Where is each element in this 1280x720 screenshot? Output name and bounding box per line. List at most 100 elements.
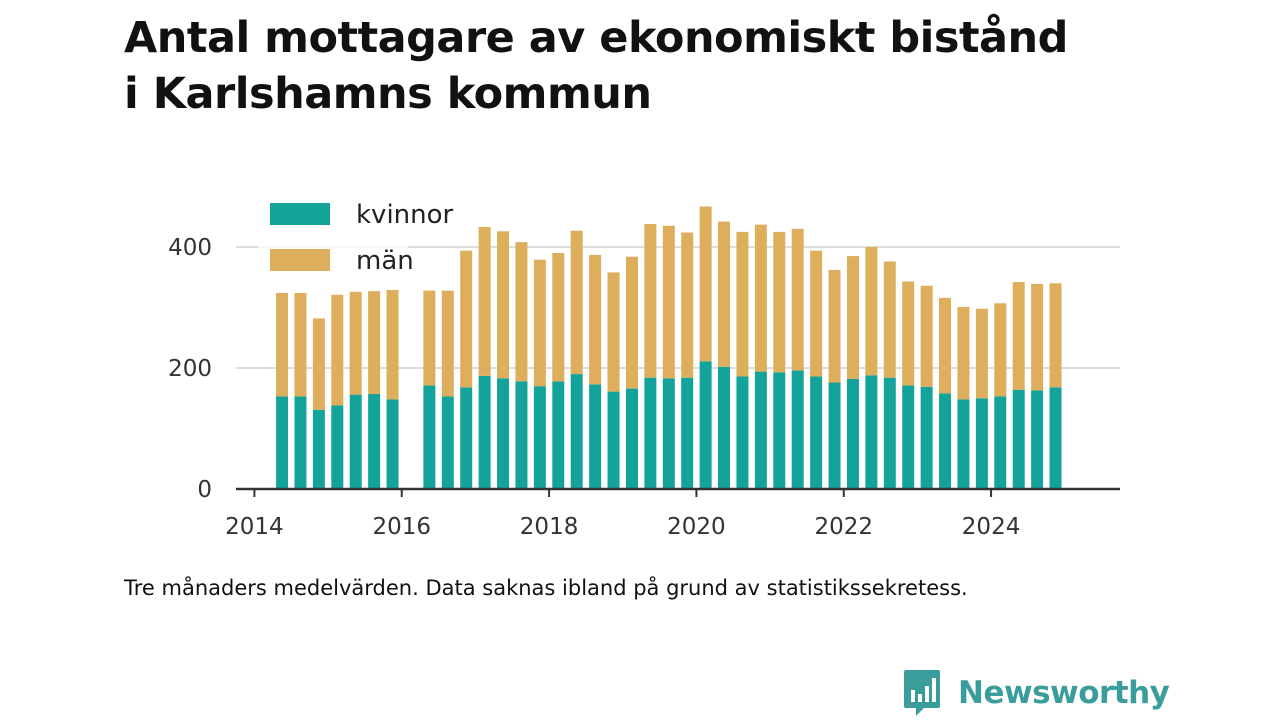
bar-man xyxy=(349,291,362,395)
x-tick-label: 2016 xyxy=(372,514,431,540)
bar-kvinnor xyxy=(312,409,325,489)
bar-man xyxy=(994,303,1007,397)
bar-man xyxy=(460,250,473,388)
chart-title-line-1: Antal mottagare av ekonomiskt bistånd xyxy=(124,13,1068,63)
bar-man xyxy=(699,206,712,362)
bar-kvinnor xyxy=(368,394,381,489)
bar-man xyxy=(865,247,878,376)
bar-man xyxy=(644,224,657,378)
bar-man xyxy=(791,228,804,371)
bar-kvinnor xyxy=(1049,387,1062,489)
bar-man xyxy=(386,289,399,400)
bar-man xyxy=(939,297,952,394)
bar-kvinnor xyxy=(1012,389,1025,489)
bar-kvinnor xyxy=(589,384,602,489)
bar-kvinnor xyxy=(607,391,620,489)
bar-kvinnor xyxy=(957,399,970,489)
bar-man xyxy=(957,306,970,400)
bar-man xyxy=(902,281,915,386)
bar-kvinnor xyxy=(865,375,878,489)
bar-man xyxy=(736,231,749,377)
bar-kvinnor xyxy=(773,372,786,489)
bar-kvinnor xyxy=(497,378,510,489)
bars xyxy=(258,190,1062,489)
bar-man xyxy=(515,242,528,382)
bar-man xyxy=(1012,282,1025,390)
chart-title: Antal mottagare av ekonomiskt bistånd i … xyxy=(124,10,1224,122)
bar-man xyxy=(552,253,565,382)
bar-kvinnor xyxy=(625,388,638,489)
bar-man xyxy=(441,290,454,397)
x-tick-label: 2022 xyxy=(814,514,873,540)
legend-swatch-man xyxy=(270,249,330,271)
bar-kvinnor xyxy=(441,396,454,489)
brand-name: Newsworthy xyxy=(958,675,1170,711)
bar-kvinnor xyxy=(294,396,307,489)
bar-kvinnor xyxy=(533,386,546,489)
chart-title-line-2: i Karlshamns kommun xyxy=(124,69,652,119)
bar-man xyxy=(312,318,325,410)
bar-kvinnor xyxy=(662,378,675,489)
bar-man xyxy=(810,250,823,377)
bar-kvinnor xyxy=(515,381,528,489)
newsworthy-logo-icon xyxy=(904,670,940,716)
legend-swatch-kvinnor xyxy=(270,203,330,225)
bar-man xyxy=(920,285,933,387)
bar-man xyxy=(883,261,896,378)
bar-man xyxy=(828,269,841,383)
brand: Newsworthy xyxy=(902,668,1170,718)
bar-man xyxy=(607,272,620,392)
bar-man xyxy=(478,227,491,376)
bar-kvinnor xyxy=(423,385,436,489)
bar-kvinnor xyxy=(349,394,362,489)
bar-kvinnor xyxy=(331,405,344,489)
bar-kvinnor xyxy=(994,396,1007,489)
bar-man xyxy=(754,224,767,372)
chart-caption: Tre månaders medelvärden. Data saknas ib… xyxy=(124,576,968,600)
bar-kvinnor xyxy=(699,361,712,489)
bar-kvinnor xyxy=(681,377,694,489)
x-tick-label: 2018 xyxy=(520,514,579,540)
x-tick-label: 2024 xyxy=(962,514,1021,540)
bar-man xyxy=(681,232,694,378)
bar-man xyxy=(294,292,307,397)
y-tick-label: 0 xyxy=(197,477,212,503)
bar-man xyxy=(662,225,675,379)
y-tick-label: 200 xyxy=(168,356,212,382)
bar-kvinnor xyxy=(754,371,767,489)
bar-kvinnor xyxy=(736,376,749,489)
bar-man xyxy=(589,254,602,385)
bar-kvinnor xyxy=(718,366,731,489)
bar-man xyxy=(423,290,436,386)
bar-kvinnor xyxy=(276,396,289,489)
bar-kvinnor xyxy=(552,381,565,489)
bar-kvinnor xyxy=(883,377,896,489)
bar-kvinnor xyxy=(846,378,859,489)
x-tick-label: 2020 xyxy=(667,514,726,540)
bar-man xyxy=(533,259,546,387)
bar-kvinnor xyxy=(644,377,657,489)
bar-kvinnor xyxy=(902,385,915,489)
bar-kvinnor xyxy=(810,376,823,489)
bar-man xyxy=(1031,283,1044,391)
bar-man xyxy=(846,256,859,379)
bar-kvinnor xyxy=(386,399,399,489)
bar-man xyxy=(773,231,786,373)
bar-kvinnor xyxy=(460,387,473,489)
bar-kvinnor xyxy=(478,375,491,489)
bar-man xyxy=(718,221,731,367)
bar-man xyxy=(570,230,583,375)
bar-man xyxy=(1049,283,1062,388)
legend: kvinnor män xyxy=(270,200,454,276)
bar-man xyxy=(368,291,381,395)
bar-man xyxy=(975,308,988,399)
bar-kvinnor xyxy=(939,393,952,489)
bar-man xyxy=(625,256,638,389)
y-tick-label: 400 xyxy=(168,235,212,261)
bar-kvinnor xyxy=(791,370,804,489)
bar-man xyxy=(497,231,510,379)
bar-kvinnor xyxy=(828,382,841,489)
bar-kvinnor xyxy=(1031,390,1044,489)
bar-man xyxy=(276,292,289,397)
